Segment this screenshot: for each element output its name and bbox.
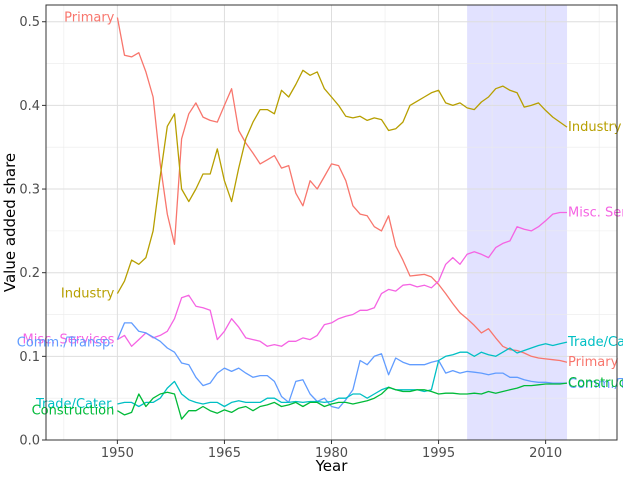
x-tick-label: 2010 [529,446,562,461]
x-tick-label: 1995 [422,446,455,461]
series-start-label-trade-cater: Trade/Cater. [35,397,114,412]
series-line-misc-services [117,211,567,347]
x-tick-label: 1980 [315,446,348,461]
y-tick-label: 0.0 [19,434,40,449]
shaded-period [467,5,568,440]
x-tick-label: 1965 [208,446,241,461]
series-end-label-industry: Industry [568,120,622,135]
series-line-trade-cater [117,341,568,408]
grid-layer [46,5,617,441]
series-end-label-comm-transp: Comm./Transp. [568,377,623,392]
series-end-label-trade-cater: Trade/Cater. [567,335,623,350]
x-axis-title: Year [315,457,349,475]
y-tick-label: 0.2 [19,266,40,281]
series-line-industry [116,69,568,294]
y-tick-label: 0.4 [19,99,40,114]
series-line-comm-transp [116,322,567,409]
shaded-region-layer [467,5,568,440]
series-start-label-comm-transp: Comm./Transp. [17,336,115,351]
series-line-primary [116,17,568,363]
series-layer [116,17,568,420]
y-tick-label: 0.5 [19,15,40,30]
y-tick-label: 0.3 [19,183,40,198]
series-end-label-misc-services: Misc. Services [568,205,623,220]
series-line-construction [117,382,568,420]
axis-tick-layer: 1950 1965 1980 1995 2010 0.0 0.1 0.2 0.3 0.4 0.5 [19,15,562,461]
series-start-label-primary: Primary [64,11,115,26]
y-tick-label: 0.1 [19,350,40,365]
y-axis-title: Value added share [1,153,19,292]
x-tick-label: 1950 [101,446,134,461]
series-end-label-construction: Construction [568,376,623,391]
series-start-label-construction: Construction [32,404,115,419]
series-start-label-industry: Industry [61,287,115,302]
series-end-label-primary: Primary [568,355,619,370]
